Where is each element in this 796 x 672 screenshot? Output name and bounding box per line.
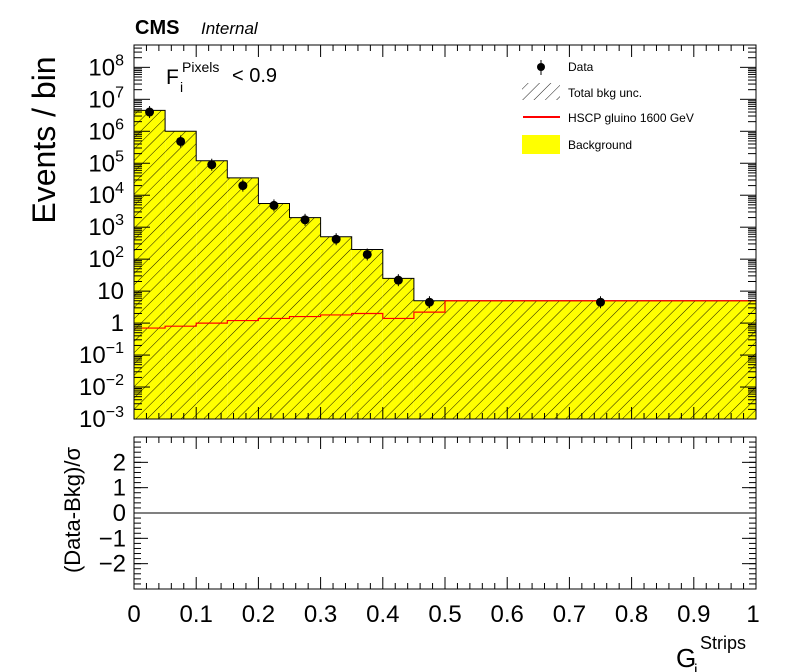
x-tick-label: 0.9 — [677, 601, 710, 628]
uncertainty-band — [351, 249, 383, 419]
y-tick-label: 103 — [88, 212, 124, 241]
data-point — [393, 275, 403, 285]
legend-label-data: Data — [568, 60, 594, 74]
uncertainty-band — [382, 278, 414, 419]
annotation-sup: Pixels — [182, 59, 219, 75]
x-tick-label: 1 — [746, 601, 759, 628]
x-tick-label: 0.8 — [615, 601, 648, 628]
data-point — [300, 215, 310, 225]
uncertainty-band — [320, 236, 352, 419]
uncertainty-band — [196, 160, 228, 419]
uncertainty-band — [165, 131, 197, 419]
legend-hatch-swatch — [522, 83, 560, 100]
main-ylabel: Events / bin — [26, 56, 62, 223]
y-tick-label: 10−2 — [79, 372, 124, 401]
main-panel-content — [134, 106, 756, 419]
status-label: Internal — [201, 19, 259, 38]
annotation-symbol: F — [166, 66, 179, 89]
data-point — [362, 249, 372, 259]
xlabel: G i Strips — [676, 633, 746, 672]
experiment-label: CMS — [135, 17, 179, 39]
data-point — [424, 297, 434, 307]
data-point — [269, 200, 279, 210]
legend-entry-unc: Total bkg unc. — [522, 83, 642, 100]
x-tick-label: 0.2 — [242, 601, 275, 628]
y-tick-label: 106 — [88, 116, 124, 145]
annotation-sub: i — [180, 79, 183, 95]
x-tick-label: 0.4 — [366, 601, 399, 628]
legend-entry-bkg: Background — [522, 135, 632, 154]
y-tick-label: 107 — [88, 84, 124, 113]
legend-label-signal: HSCP gluino 1600 GeV — [568, 111, 694, 125]
uncertainty-band — [413, 300, 445, 419]
legend-label-unc: Total bkg unc. — [568, 86, 642, 100]
xlabel-sup: Strips — [700, 633, 746, 653]
ratio-y-tick-label: 0 — [113, 500, 126, 527]
background-outline — [134, 109, 756, 419]
data-point — [176, 136, 186, 146]
ratio-y-tick-label: −1 — [99, 525, 126, 552]
pixel-cut-annotation: F i Pixels < 0.9 — [166, 59, 277, 95]
data-point — [145, 107, 155, 117]
x-tick-label: 0.5 — [428, 601, 461, 628]
data-point — [331, 234, 341, 244]
x-tick-label: 0 — [127, 601, 140, 628]
y-tick-label: 10−3 — [79, 404, 124, 433]
uncertainty-band — [134, 110, 166, 419]
uncertainty-band — [258, 203, 290, 419]
uncertainty-band — [227, 177, 259, 419]
ratio-y-tick-label: 2 — [113, 449, 126, 476]
annotation-cut: < 0.9 — [232, 65, 277, 87]
y-tick-label: 105 — [88, 148, 124, 177]
legend-bkg-swatch — [522, 135, 560, 154]
y-tick-label: 104 — [88, 180, 124, 209]
y-tick-label: 102 — [88, 244, 124, 273]
ratio-ylabel: (Data-Bkg)/σ — [60, 447, 85, 573]
x-tick-label: 0.7 — [553, 601, 586, 628]
uncertainty-band — [289, 217, 321, 419]
data-point — [238, 181, 248, 191]
y-tick-label: 10−1 — [79, 340, 124, 369]
ratio-y-tick-label: −2 — [99, 551, 126, 578]
signal-line — [134, 300, 756, 329]
xlabel-symbol: G — [676, 643, 696, 672]
legend: Data Total bkg unc. HSCP gluino 1600 GeV… — [522, 60, 694, 154]
y-tick-label: 108 — [88, 52, 124, 81]
xlabel-sub: i — [694, 662, 698, 672]
legend-entry-signal: HSCP gluino 1600 GeV — [523, 111, 694, 125]
data-point — [207, 160, 217, 170]
legend-label-bkg: Background — [568, 138, 632, 152]
legend-data-marker — [537, 63, 545, 71]
y-tick-label: 1 — [111, 310, 124, 337]
data-point — [596, 297, 605, 307]
x-tick-label: 0.3 — [304, 601, 337, 628]
x-tick-label: 0.6 — [491, 601, 524, 628]
uncertainty-band — [445, 300, 756, 419]
x-tick-label: 0.1 — [180, 601, 213, 628]
legend-entry-data: Data — [537, 60, 594, 75]
y-tick-label: 10 — [97, 278, 124, 305]
ratio-y-tick-label: 1 — [113, 475, 126, 502]
ratio-axes: 210−1−20 0.1 0.2 0.3 0.4 0.5 0.6 0.7 0.8 0.9 1 — [99, 437, 760, 628]
